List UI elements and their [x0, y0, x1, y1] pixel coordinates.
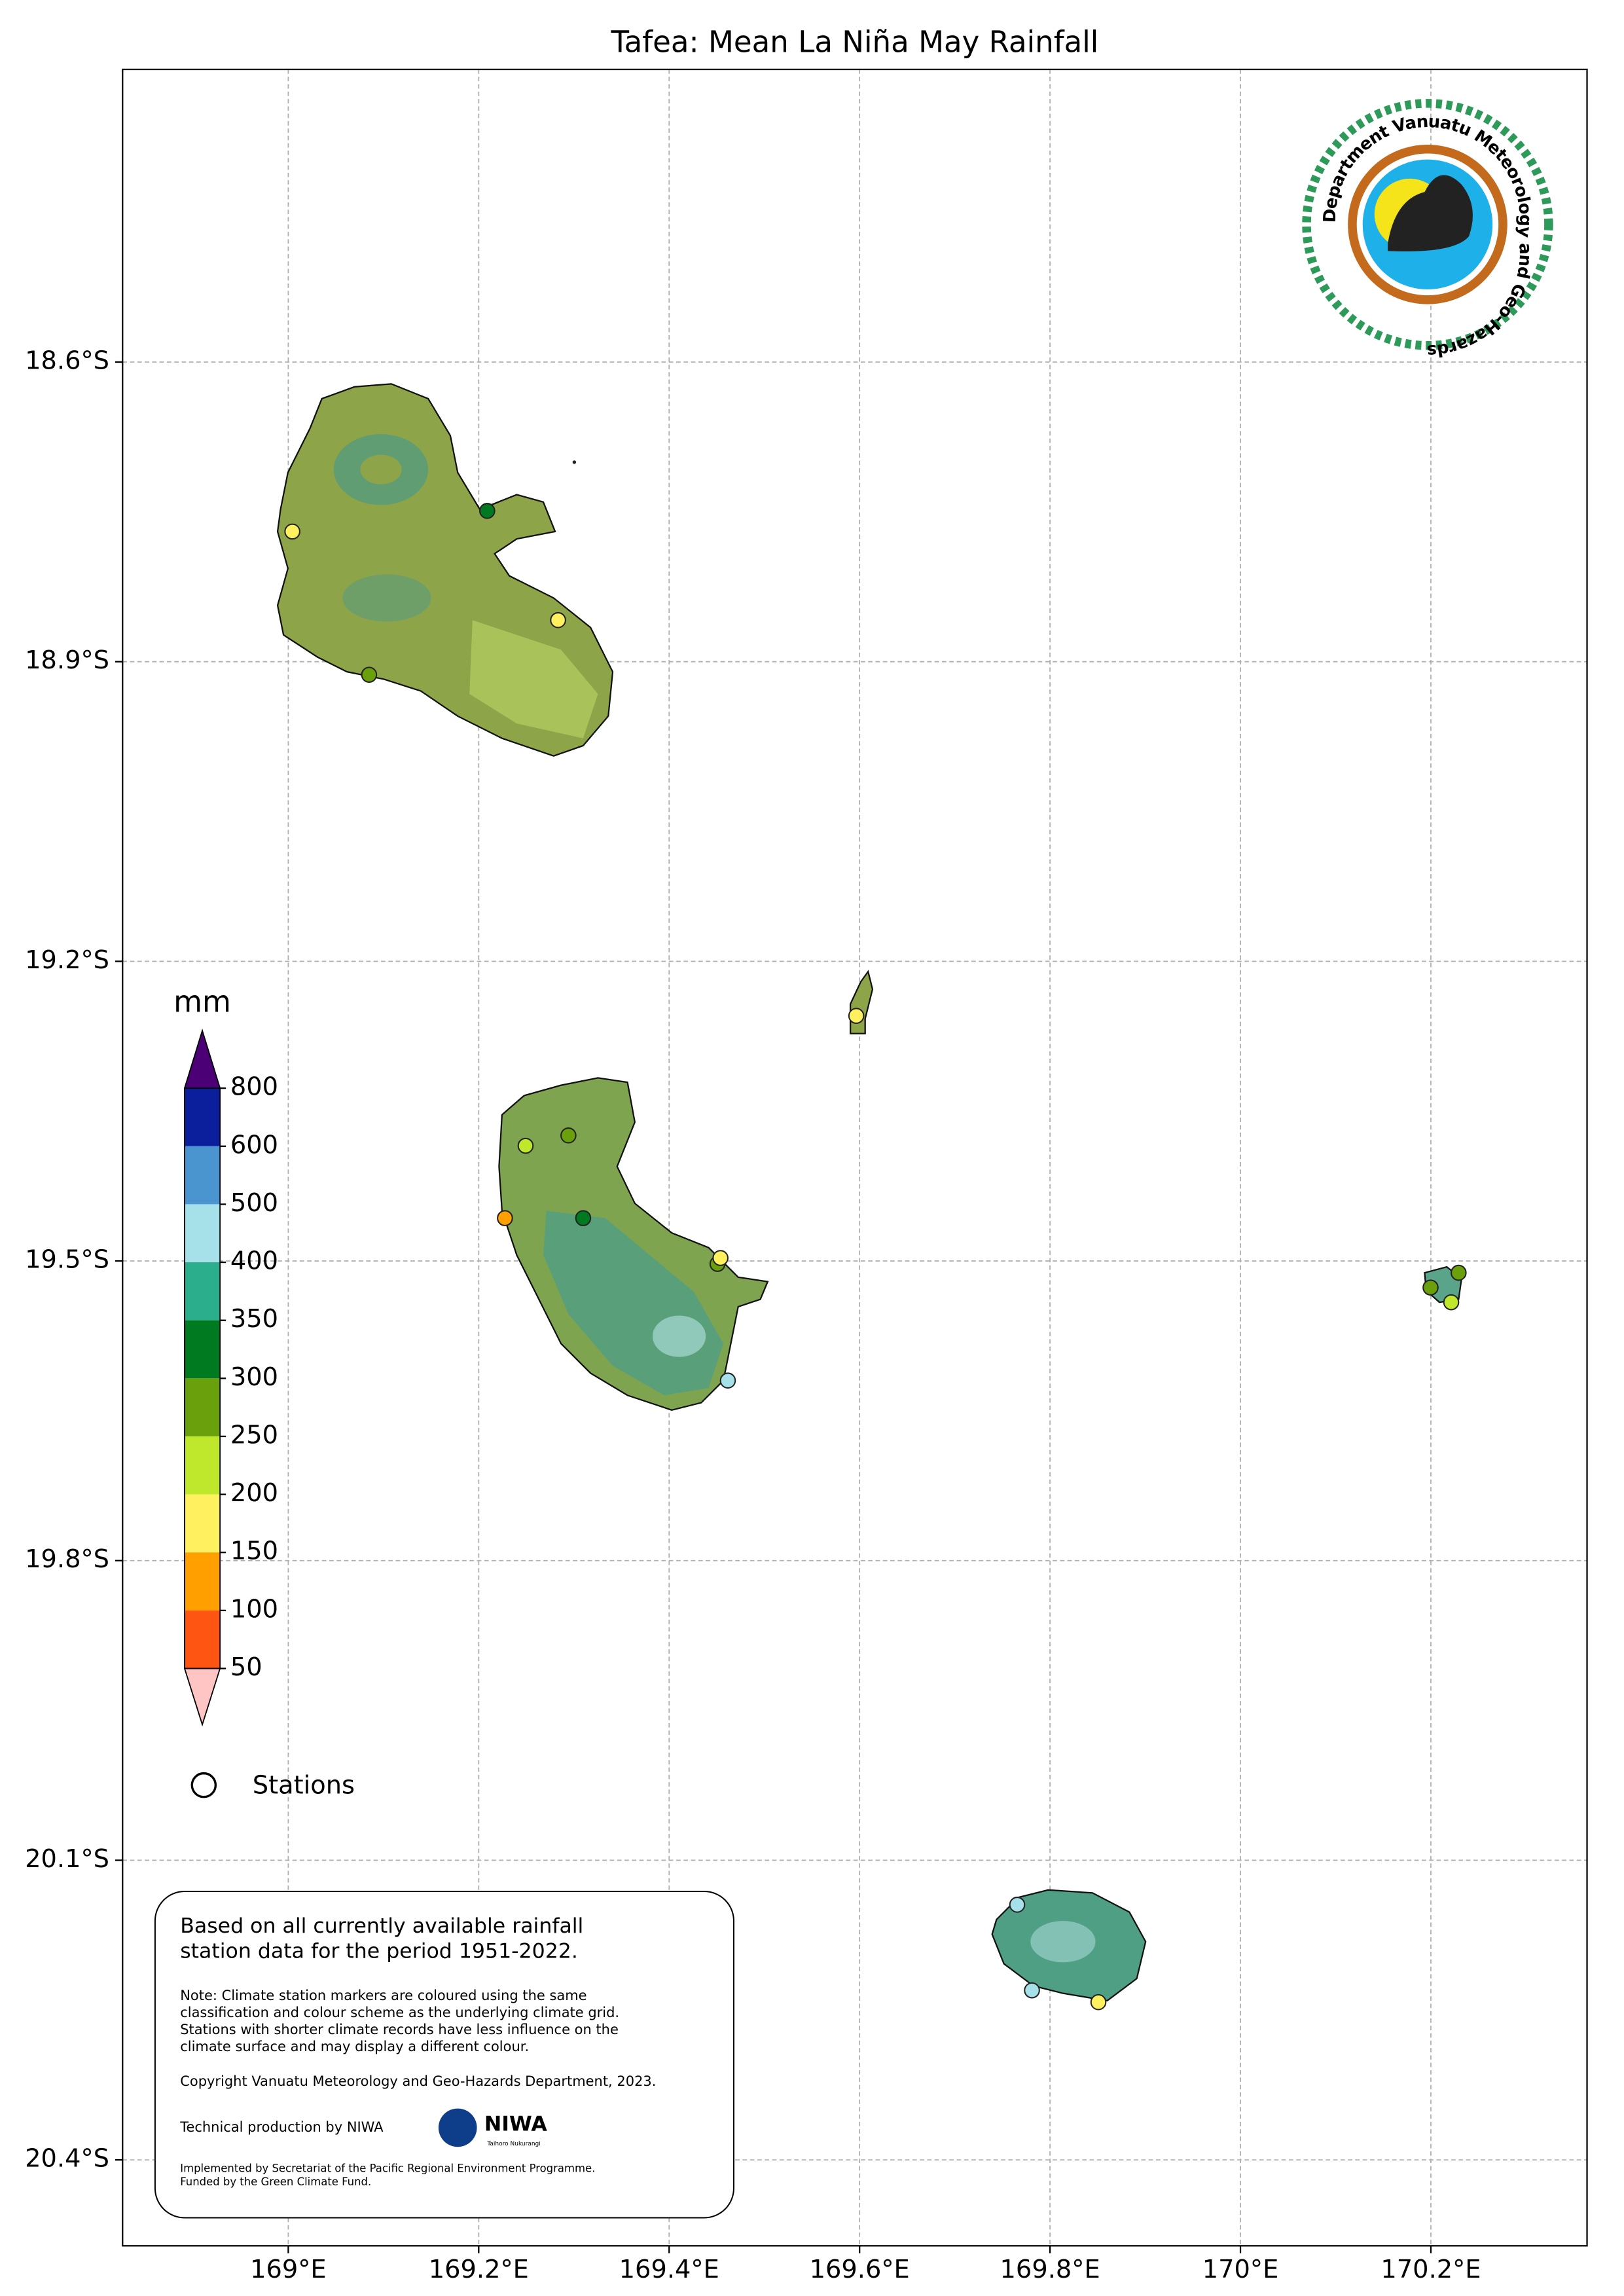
colorbar-box	[184, 1552, 221, 1611]
note-box	[154, 1891, 734, 2219]
station	[848, 1008, 865, 1024]
station	[497, 1210, 513, 1226]
note-line: Stations with shorter climate records ha…	[180, 2022, 619, 2037]
colorbar-box	[184, 1378, 221, 1436]
x-tick-label: 170°E	[1202, 2255, 1279, 2284]
colorbar-box	[184, 1088, 221, 1146]
erromango-crater	[360, 454, 402, 484]
y-tick-label: 18.6°S	[25, 346, 109, 376]
x-tick-label: 169.2°E	[429, 2255, 529, 2284]
colorbar-box	[184, 1320, 221, 1379]
aneityum-peak	[1030, 1921, 1096, 1963]
islet	[572, 460, 577, 464]
colorbar-tick-label: 50	[230, 1652, 262, 1682]
station	[479, 503, 496, 519]
niwa-subtext: Taihoro Nukurangi	[486, 2141, 540, 2147]
station	[550, 611, 566, 629]
note-heading: Based on all currently available rainfal…	[180, 1914, 583, 1938]
copyright: Copyright Vanuatu Meteorology and Geo-Ha…	[180, 2073, 656, 2089]
funding-line: Implemented by Secretariat of the Pacifi…	[180, 2162, 595, 2175]
map-title: Tafea: Mean La Niña May Rainfall	[611, 25, 1099, 60]
colorbar-extend-over	[183, 1029, 221, 1089]
x-tick-label: 169.8°E	[1000, 2255, 1100, 2284]
station	[1443, 1294, 1460, 1311]
logo-wreath	[1302, 99, 1553, 350]
station	[1024, 1982, 1040, 1999]
tanna-peak	[652, 1315, 706, 1357]
funding-line: Funded by the Green Climate Fund.	[180, 2176, 371, 2188]
note-heading: station data for the period 1951-2022.	[180, 1940, 578, 1963]
note-text: Based on all currently available rainfal…	[179, 1914, 656, 2188]
note-line: climate surface and may display a differ…	[180, 2039, 529, 2054]
y-tick-label: 19.5°S	[25, 1245, 109, 1275]
colorbar-box	[184, 1146, 221, 1205]
station	[284, 523, 300, 540]
colorbar-box	[184, 1610, 221, 1669]
graticule	[122, 69, 1587, 2246]
x-tick-label: 169.4°E	[619, 2255, 719, 2284]
colorbar-tick-label: 600	[230, 1130, 278, 1159]
niwa-emblem	[438, 2108, 477, 2147]
stations-legend-marker	[190, 1772, 217, 1798]
colorbar-tick-label: 500	[230, 1188, 278, 1218]
station	[575, 1210, 592, 1226]
station	[1451, 1264, 1467, 1281]
production: Technical production by NIWA	[179, 2119, 384, 2135]
colorbar-tick-label: 300	[230, 1362, 278, 1392]
colorbar-tick-label: 400	[230, 1247, 278, 1276]
erromango-lowland	[469, 620, 598, 738]
aniwa	[850, 970, 874, 1034]
station	[1090, 1994, 1107, 2011]
y-tick-label: 19.2°S	[25, 945, 109, 975]
colorbar-tick-label: 150	[230, 1537, 278, 1566]
colorbar-tick-label: 100	[230, 1594, 278, 1624]
colorbar-tick-label: 800	[230, 1072, 278, 1102]
x-tick-label: 169.6°E	[810, 2255, 910, 2284]
erromango-hills	[342, 574, 431, 622]
stations	[284, 503, 1467, 2011]
station	[1009, 1897, 1026, 1913]
colorbar-box	[184, 1494, 221, 1553]
x-tick-label: 169°E	[250, 2255, 327, 2284]
colorbar-box	[184, 1204, 221, 1263]
map-frame	[122, 68, 1588, 2247]
note-line: Note: Climate station markers are colour…	[180, 1988, 586, 2003]
colorbar-tick-label: 250	[230, 1420, 278, 1449]
y-tick-label: 19.8°S	[25, 1544, 109, 1574]
station	[719, 1372, 736, 1389]
islands	[276, 383, 1463, 2002]
colorbar: 800 600 500 400 350 300 250 200 150 100 50	[183, 1029, 278, 1727]
vmgd-logo: Department Vanuatu Meteorology and Geo-H…	[1302, 99, 1553, 361]
y-tick-label: 20.1°S	[25, 1844, 109, 1874]
colorbar-extend-under	[183, 1667, 221, 1727]
colorbar-tick-label: 350	[230, 1304, 278, 1334]
station	[361, 666, 378, 683]
station	[712, 1250, 729, 1266]
station	[1422, 1279, 1439, 1296]
stations-legend-label: Stations	[253, 1770, 355, 1800]
y-tick-label: 20.4°S	[25, 2144, 109, 2174]
colorbar-label: mm	[173, 985, 231, 1019]
station	[560, 1127, 577, 1144]
niwa-text: NIWA	[484, 2112, 548, 2136]
y-tick-label: 18.9°S	[25, 646, 109, 675]
station	[517, 1137, 534, 1154]
colorbar-box	[184, 1262, 221, 1321]
x-tick-label: 170.2°E	[1380, 2255, 1481, 2284]
note-line: classification and colour scheme as the …	[180, 2005, 619, 2020]
colorbar-box	[184, 1436, 221, 1495]
logo-cloud	[1388, 175, 1473, 252]
colorbar-tick-label: 200	[230, 1478, 278, 1508]
